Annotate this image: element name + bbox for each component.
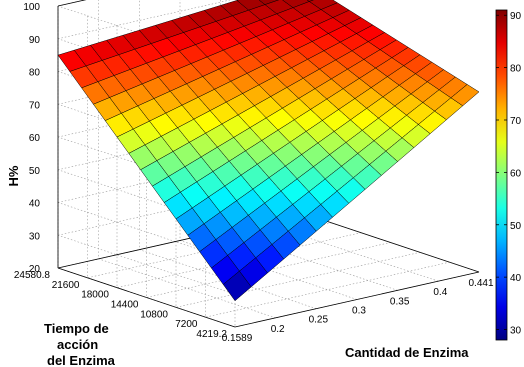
colorbar [495, 9, 508, 341]
z-tick-label: 40 [29, 199, 41, 210]
y-tick-label: 10800 [140, 309, 168, 320]
z-tick-label: 60 [29, 133, 41, 144]
colorbar-tick-label: 80 [510, 64, 522, 75]
axis-box-edge [301, 212, 480, 273]
grid-line [57, 169, 236, 230]
axis-box-edge [234, 271, 480, 328]
tick-labels: 20 30 40 50 60 70 80 90 100 0.1589 0.2 0.25 0.3 0.35 0… [14, 2, 494, 344]
colorbar-tick-label: 40 [510, 273, 522, 284]
colorbar-tick-label: 60 [510, 168, 522, 179]
x-tick-label: 0.35 [390, 296, 410, 307]
z-tick-label: 50 [29, 166, 41, 177]
y-tick-label: 14400 [111, 300, 139, 311]
x-tick-label: 0.3 [352, 306, 366, 317]
colorbar-tick-label: 30 [510, 326, 522, 337]
z-tick-label: 100 [23, 2, 40, 13]
y-axis-label-line-3: del Enzima [47, 353, 116, 367]
y-tick-label: 24580.8 [14, 270, 51, 281]
z-tick-label: 80 [29, 68, 41, 79]
y-tick-label: 18000 [81, 290, 109, 301]
colorbar-tick-label: 50 [510, 221, 522, 232]
colorbar-tick-label: 90 [510, 11, 522, 22]
surface-facet [450, 84, 480, 107]
x-tick-label: 0.2 [271, 324, 285, 335]
z-axis-label: H% [6, 165, 21, 186]
x-tick-label: 0.441 [468, 278, 493, 289]
x-tick-label: 0.25 [309, 315, 329, 326]
y-tick-label: 4219.2 [196, 329, 227, 340]
grid-line [57, 234, 236, 295]
z-tick-label: 70 [29, 100, 41, 111]
z-tick-label: 30 [29, 231, 41, 242]
x-tick-label: 0.1589 [222, 333, 253, 344]
axis-box-edge [57, 267, 236, 328]
y-tick-label: 21600 [52, 280, 80, 291]
y-axis-label-line-2: acción [57, 337, 98, 352]
colorbar-ticks: 30 40 50 60 70 80 90 [496, 11, 522, 337]
z-tick-label: 20 [29, 264, 41, 275]
y-tick-label: 7200 [175, 319, 198, 330]
surface [57, 0, 480, 302]
x-tick-label: 0.4 [433, 287, 447, 298]
colorbar-tick-label: 70 [510, 116, 522, 127]
z-tick-label: 90 [29, 35, 41, 46]
y-axis-label-line-1: Tiempo de [44, 321, 109, 336]
x-axis-label: Cantidad de Enzima [345, 345, 469, 360]
